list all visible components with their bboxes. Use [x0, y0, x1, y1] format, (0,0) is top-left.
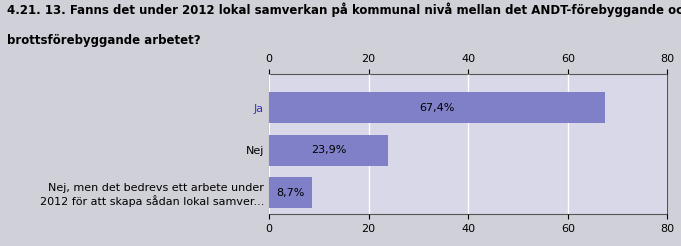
Text: brottsförebyggande arbetet?: brottsförebyggande arbetet? [7, 34, 200, 47]
Text: 67,4%: 67,4% [419, 103, 454, 113]
Text: 8,7%: 8,7% [276, 188, 305, 198]
Bar [269, 135, 388, 166]
Bar [269, 92, 605, 123]
Text: 23,9%: 23,9% [311, 145, 346, 155]
Text: 4.21. 13. Fanns det under 2012 lokal samverkan på kommunal nivå mellan det ANDT-: 4.21. 13. Fanns det under 2012 lokal sam… [7, 2, 681, 17]
Bar [269, 177, 313, 208]
